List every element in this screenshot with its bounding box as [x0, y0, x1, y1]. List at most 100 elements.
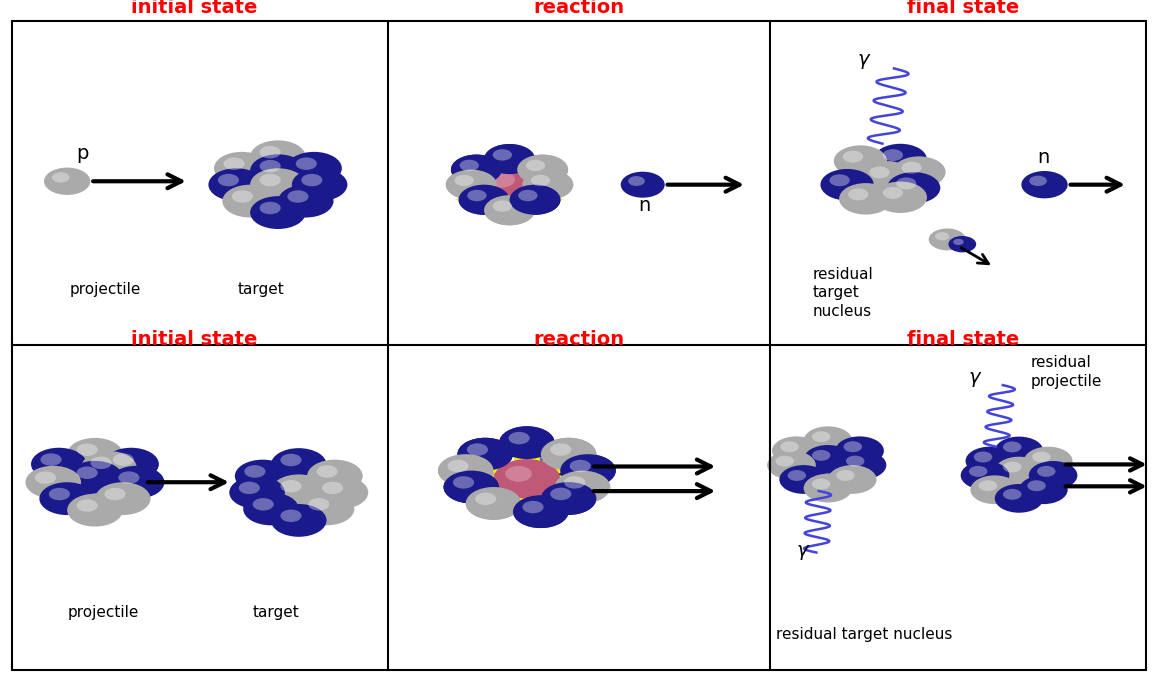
Circle shape [484, 170, 535, 200]
Circle shape [510, 185, 560, 215]
Circle shape [271, 448, 327, 481]
Circle shape [90, 457, 111, 469]
Circle shape [1028, 461, 1077, 490]
Circle shape [492, 174, 512, 186]
Circle shape [560, 454, 616, 487]
Circle shape [820, 169, 873, 200]
Circle shape [444, 471, 499, 503]
Circle shape [49, 488, 69, 500]
Circle shape [499, 426, 555, 459]
Circle shape [475, 492, 497, 505]
Circle shape [555, 471, 610, 503]
Circle shape [995, 484, 1043, 513]
Circle shape [510, 185, 560, 215]
Circle shape [259, 174, 280, 186]
Circle shape [974, 451, 992, 462]
Circle shape [484, 195, 535, 225]
Text: $\gamma$: $\gamma$ [796, 543, 809, 562]
Text: n: n [1038, 148, 1050, 167]
Circle shape [492, 149, 512, 161]
Polygon shape [448, 150, 571, 220]
Circle shape [252, 498, 273, 510]
Circle shape [322, 482, 343, 494]
Circle shape [887, 172, 940, 204]
Circle shape [223, 157, 244, 170]
Circle shape [52, 172, 69, 183]
Text: reaction: reaction [534, 330, 624, 349]
Circle shape [67, 438, 123, 471]
Circle shape [484, 144, 535, 174]
Circle shape [969, 466, 988, 477]
Circle shape [447, 460, 469, 472]
Circle shape [76, 499, 97, 512]
Circle shape [541, 438, 596, 471]
Circle shape [804, 474, 852, 503]
Circle shape [1003, 489, 1021, 500]
Circle shape [970, 475, 1019, 504]
Circle shape [564, 476, 585, 488]
Circle shape [250, 196, 306, 229]
Circle shape [541, 482, 596, 515]
Circle shape [1029, 176, 1047, 186]
Circle shape [953, 239, 963, 245]
Circle shape [995, 436, 1043, 465]
Circle shape [530, 174, 550, 186]
Circle shape [508, 432, 529, 445]
Circle shape [550, 443, 571, 456]
Circle shape [812, 479, 830, 490]
Circle shape [222, 185, 278, 218]
Circle shape [76, 466, 97, 479]
Circle shape [873, 181, 926, 213]
Circle shape [453, 476, 474, 488]
Circle shape [239, 482, 259, 494]
Circle shape [484, 144, 535, 174]
Text: initial state: initial state [131, 0, 258, 17]
Circle shape [564, 476, 585, 488]
Circle shape [492, 149, 512, 161]
Circle shape [1003, 441, 1021, 452]
Circle shape [493, 459, 560, 499]
Circle shape [528, 456, 549, 469]
Circle shape [280, 510, 301, 522]
Circle shape [299, 492, 354, 525]
Circle shape [828, 465, 877, 494]
Circle shape [109, 466, 164, 499]
Circle shape [513, 495, 569, 528]
Circle shape [492, 200, 512, 212]
Circle shape [779, 465, 828, 494]
Circle shape [522, 501, 543, 513]
Circle shape [492, 200, 512, 212]
Text: projectile: projectile [67, 605, 139, 620]
Circle shape [81, 451, 137, 484]
Circle shape [450, 155, 501, 185]
Circle shape [229, 476, 285, 509]
Circle shape [453, 476, 474, 488]
Circle shape [840, 183, 893, 215]
Circle shape [948, 236, 976, 252]
Circle shape [518, 189, 537, 201]
Circle shape [457, 438, 513, 471]
Circle shape [76, 443, 97, 456]
Circle shape [103, 448, 159, 481]
Circle shape [467, 443, 488, 456]
Text: target: target [252, 605, 299, 620]
Circle shape [486, 171, 515, 188]
Circle shape [466, 487, 521, 520]
Circle shape [518, 155, 569, 185]
Circle shape [447, 460, 469, 472]
Circle shape [250, 168, 306, 201]
Text: target: target [237, 282, 284, 297]
Circle shape [446, 170, 497, 200]
Circle shape [1021, 171, 1068, 198]
Circle shape [218, 174, 239, 186]
Text: final state: final state [908, 0, 1019, 17]
Circle shape [776, 456, 794, 466]
Circle shape [287, 190, 308, 202]
Circle shape [812, 450, 830, 461]
Circle shape [232, 190, 252, 202]
Circle shape [280, 480, 301, 492]
Circle shape [259, 146, 280, 159]
Circle shape [460, 159, 479, 171]
Circle shape [901, 161, 922, 174]
Circle shape [848, 189, 868, 200]
